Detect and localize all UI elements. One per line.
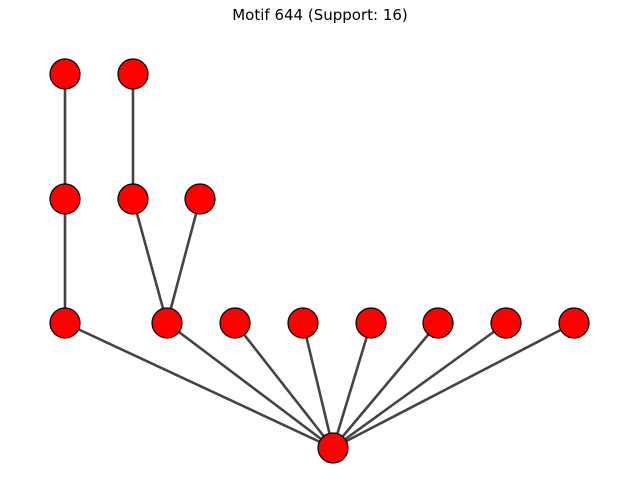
graph-edge-n3-n6 [131,198,169,324]
graph-node-n11 [490,307,522,339]
figure-title: Motif 644 (Support: 16) [232,6,408,24]
graph-edge-n8-n13 [301,322,335,449]
graph-edge-n4-n6 [165,198,202,324]
graph-edge-n12-n13 [332,321,575,450]
graph-node-n12 [558,307,590,339]
graph-node-n8 [287,307,319,339]
graph-node-n10 [422,307,454,339]
graph-node-n3 [117,183,149,215]
graph-node-n5 [49,307,81,339]
graph-node-n13 [317,432,349,464]
graph-edge-n11-n13 [332,321,507,450]
graph-node-n6 [151,307,183,339]
graph-node-n1 [117,58,149,90]
graph-node-n4 [184,183,216,215]
graph-node-n7 [219,307,251,339]
graph-node-n9 [355,307,387,339]
edge-layer [63,74,575,450]
graph-edge-n6-n13 [166,321,334,450]
graph-edge-n5-n13 [64,321,334,450]
graph-node-n0 [49,58,81,90]
node-layer [49,58,590,464]
graph-edge-n9-n13 [331,322,373,449]
graph-edge-n10-n13 [332,322,439,449]
graph-edge-n7-n13 [233,322,335,449]
graph-node-n2 [49,183,81,215]
